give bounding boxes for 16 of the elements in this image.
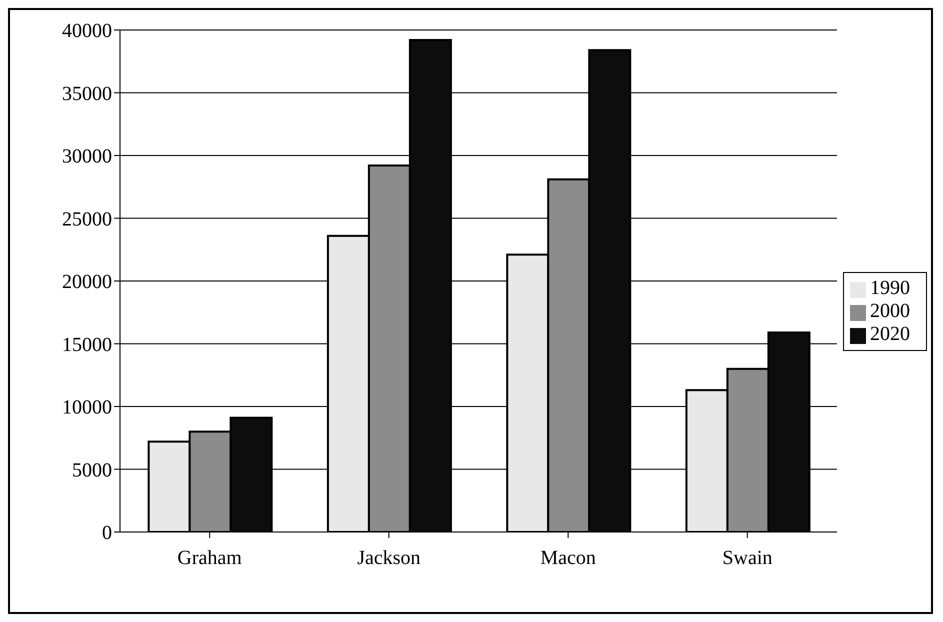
x-tick-label: Graham xyxy=(177,547,242,570)
y-tick-label: 20000 xyxy=(62,271,112,294)
y-tick-label: 40000 xyxy=(62,20,112,42)
y-tick-label: 15000 xyxy=(62,334,112,356)
legend-label: 2000 xyxy=(870,300,910,322)
y-tick-label: 5000 xyxy=(72,459,112,482)
y-tick-label: 30000 xyxy=(62,146,112,168)
x-tick-label: Macon xyxy=(540,547,596,570)
legend-label: 1990 xyxy=(870,276,910,298)
y-tick-label: 25000 xyxy=(62,208,112,230)
legend-label: 2020 xyxy=(870,322,910,344)
x-tick-label: Swain xyxy=(722,547,772,570)
y-tick-label: 35000 xyxy=(62,82,112,105)
y-tick-label: 10000 xyxy=(62,396,112,419)
x-tick-label: Jackson xyxy=(357,547,421,570)
y-tick-label: 0 xyxy=(102,522,112,544)
